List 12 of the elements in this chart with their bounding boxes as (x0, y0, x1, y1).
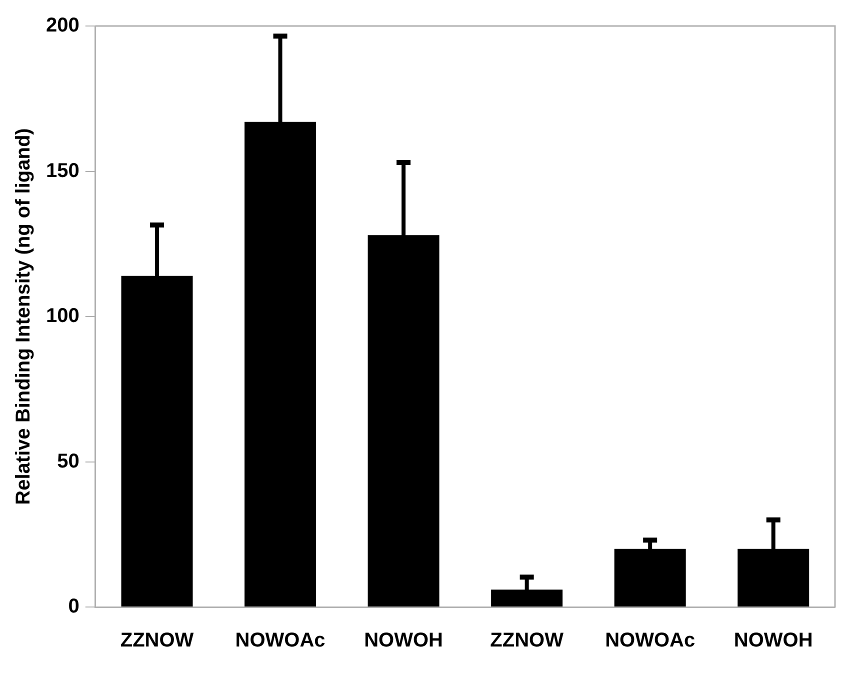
x-tick-label: NOWOAc (235, 630, 326, 652)
x-tick-label: NOWOAc (605, 630, 696, 652)
y-tick-label: 150 (46, 160, 80, 182)
y-tick-label: 100 (46, 305, 80, 328)
y-axis-title: Relative Binding Intensity (ng of ligand) (12, 128, 35, 505)
y-tick-label: 200 (46, 14, 80, 37)
y-tick-label: 50 (57, 450, 80, 472)
x-tick-label: ZZNOW (120, 630, 194, 652)
x-tick-label: ZZNOW (490, 630, 564, 652)
y-tick-label: 0 (68, 596, 80, 618)
x-tick-label: NOWOH (364, 630, 443, 652)
x-tick-label: NOWOH (734, 630, 813, 652)
